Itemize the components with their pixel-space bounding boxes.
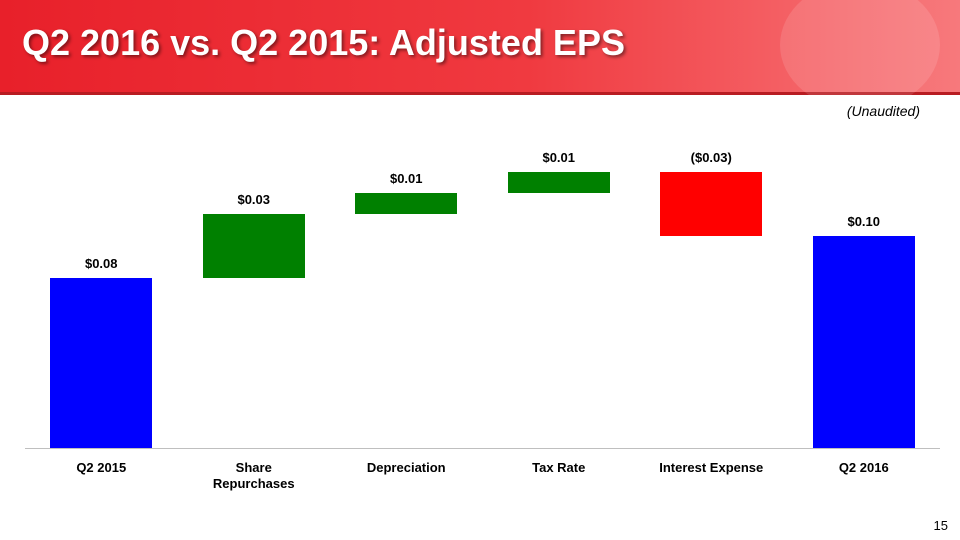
x-tick-label: Q2 2015: [76, 460, 127, 475]
baseline: [25, 448, 940, 449]
x-tick-label: Interest Expense: [659, 460, 764, 475]
bar: [202, 214, 305, 279]
slide-title: Q2 2016 vs. Q2 2015: Adjusted EPS: [22, 22, 625, 63]
data-label: $0.08: [84, 256, 118, 272]
x-tick-label: Q2 2016: [838, 460, 889, 475]
bar: [50, 278, 153, 448]
data-label: $0.10: [847, 213, 881, 229]
data-label: $0.03: [237, 192, 271, 208]
page-number: 15: [933, 518, 948, 533]
data-label: $0.01: [542, 150, 576, 165]
x-tick-label: Depreciation: [366, 460, 446, 475]
x-tick-label: Tax Rate: [532, 460, 586, 475]
header: Q2 2016 vs. Q2 2015: Adjusted EPS: [0, 0, 960, 110]
logo: [780, 0, 940, 110]
x-tick-label: Share Repurchases: [212, 460, 295, 491]
bar: [507, 172, 610, 194]
bar: [812, 235, 915, 448]
bar: [355, 193, 458, 215]
bar: [660, 172, 763, 236]
data-label: $0.01: [389, 171, 423, 187]
data-label: ($0.03): [690, 150, 732, 165]
note: (Unaudited): [846, 103, 920, 119]
